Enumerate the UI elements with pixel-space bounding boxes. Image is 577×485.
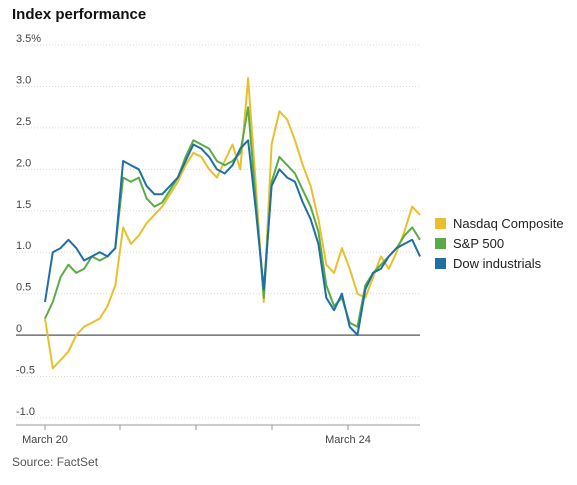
legend-label-dow: Dow industrials [453, 255, 542, 271]
y-tick-label: 2.5 [16, 116, 31, 128]
gridlines [16, 44, 420, 426]
chart-title: Index performance [12, 6, 147, 23]
series-lines [44, 77, 421, 370]
y-axis-ticks: 3.5% 3.0 2.5 2.0 1.5 1.0 0.5 0 -0.5 -1.0 [16, 33, 41, 418]
legend-label-sp500: S&P 500 [453, 235, 505, 251]
series-line-2 [44, 139, 421, 337]
y-tick-label: 0 [16, 323, 22, 335]
y-tick-label: -0.5 [16, 365, 35, 377]
legend: Nasdaq Composite S&P 500 Dow industrials [435, 213, 564, 273]
y-tick-label: 3.0 [16, 74, 31, 86]
y-tick-label: 2.0 [16, 157, 31, 169]
legend-swatch-dow [435, 257, 446, 269]
legend-label-nasdaq: Nasdaq Composite [453, 215, 564, 231]
y-tick-label: -1.0 [16, 406, 35, 418]
y-tick-label: 1.5 [16, 199, 31, 211]
y-tick-label: 3.5% [16, 33, 41, 45]
y-tick-label: 0.5 [16, 282, 31, 294]
x-tick-label: March 20 [22, 434, 68, 446]
x-axis-ticks: March 20 March 24 [22, 425, 371, 446]
legend-swatch-nasdaq [435, 217, 446, 229]
legend-item-nasdaq: Nasdaq Composite [435, 213, 564, 233]
legend-item-sp500: S&P 500 [435, 233, 564, 253]
y-tick-label: 1.0 [16, 240, 31, 252]
legend-swatch-sp500 [435, 237, 446, 249]
source-note: Source: FactSet [12, 455, 99, 469]
x-tick-label: March 24 [325, 434, 371, 446]
series-line-0 [44, 77, 421, 370]
legend-item-dow: Dow industrials [435, 253, 564, 273]
